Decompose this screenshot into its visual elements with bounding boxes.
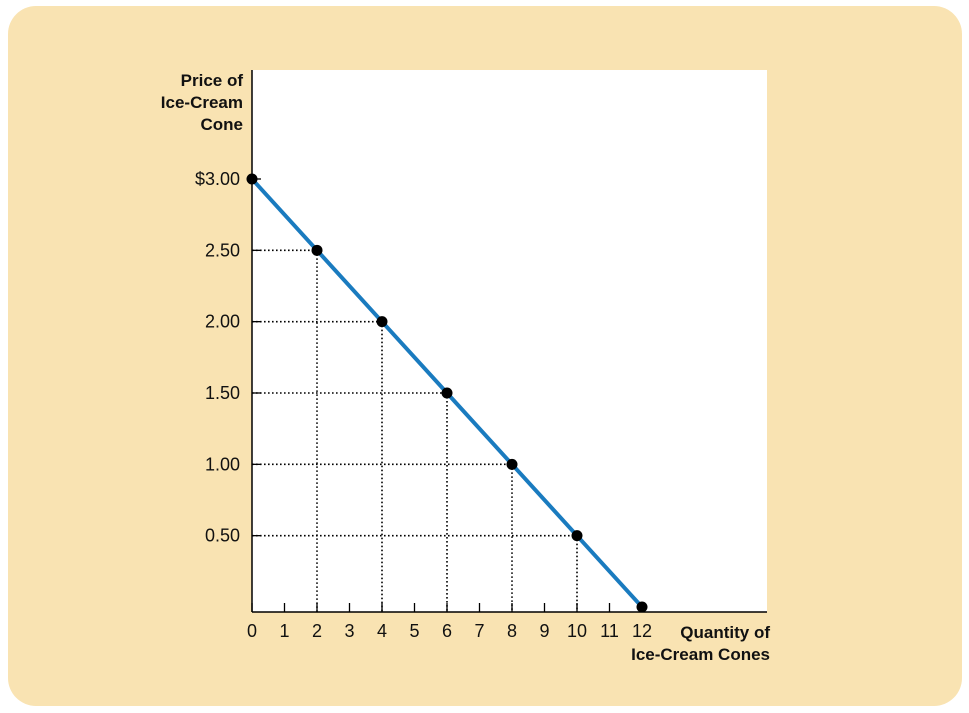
x-tick-label: 10 <box>567 621 587 641</box>
x-tick-label: 9 <box>539 621 549 641</box>
data-point <box>376 316 388 328</box>
x-tick-label: 8 <box>507 621 517 641</box>
x-axis-label-line-1: Quantity of <box>680 623 770 642</box>
x-tick-label: 2 <box>312 621 322 641</box>
x-tick-label: 3 <box>344 621 354 641</box>
y-tick-label: 2.00 <box>205 312 240 332</box>
data-point <box>311 244 323 256</box>
x-tick-label: 11 <box>600 621 619 641</box>
y-axis-label-line-3: Cone <box>200 115 244 134</box>
x-tick-label: 7 <box>474 621 484 641</box>
data-point <box>441 387 453 399</box>
x-axis-label-line-2: Ice-Cream Cones <box>631 645 770 664</box>
x-tick-label: 12 <box>632 621 652 641</box>
chart-panel: 0 1 2 3 4 5 6 7 8 9 10 11 12 0.50 1.00 1.50 2.00 2.50 $3.0… <box>8 6 962 706</box>
y-tick-label: 2.50 <box>205 240 240 260</box>
y-tick-label: 1.50 <box>205 383 240 403</box>
y-tick-label: $3.00 <box>195 169 240 189</box>
y-axis-label-line-1: Price of <box>180 71 243 90</box>
plot-area <box>252 70 767 612</box>
data-point <box>246 173 258 185</box>
y-tick-label: 1.00 <box>205 454 240 474</box>
data-point <box>506 458 518 470</box>
x-tick-label: 5 <box>409 621 419 641</box>
x-tick-label: 4 <box>377 621 387 641</box>
chart-svg: 0 1 2 3 4 5 6 7 8 9 10 11 120.501.001.502.002.50$3.0… <box>195 70 767 641</box>
x-tick-label: 1 <box>279 621 289 641</box>
data-point <box>636 601 648 613</box>
x-tick-label: 0 <box>247 621 257 641</box>
x-tick-label: 6 <box>442 621 452 641</box>
y-axis-label-line-2: Ice-Cream <box>160 93 243 112</box>
y-tick-label: 0.50 <box>205 526 240 546</box>
data-point <box>571 530 583 542</box>
